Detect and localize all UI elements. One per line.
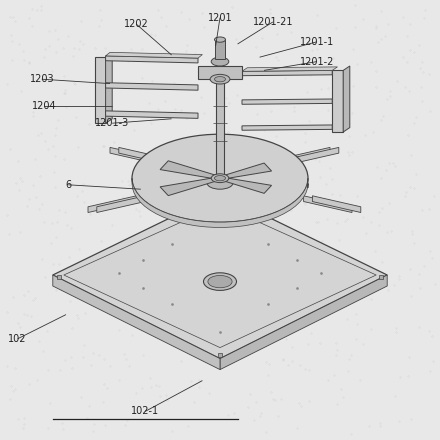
Polygon shape <box>110 147 158 164</box>
Polygon shape <box>106 52 202 58</box>
FancyBboxPatch shape <box>198 66 242 79</box>
Text: 1204: 1204 <box>32 101 56 110</box>
Polygon shape <box>216 79 224 180</box>
Text: 1201-21: 1201-21 <box>253 17 293 27</box>
Ellipse shape <box>215 37 226 42</box>
Polygon shape <box>332 70 343 132</box>
Polygon shape <box>304 196 352 213</box>
Polygon shape <box>219 177 271 193</box>
Polygon shape <box>53 275 220 370</box>
Polygon shape <box>215 40 225 59</box>
Polygon shape <box>106 56 198 63</box>
Text: 6: 6 <box>65 180 71 190</box>
Polygon shape <box>97 196 145 213</box>
Polygon shape <box>343 66 350 132</box>
Polygon shape <box>282 147 330 164</box>
Text: 1203: 1203 <box>29 74 54 84</box>
Ellipse shape <box>204 273 237 290</box>
Polygon shape <box>95 57 106 123</box>
Polygon shape <box>312 196 361 213</box>
Polygon shape <box>224 71 240 81</box>
Polygon shape <box>290 147 339 164</box>
Polygon shape <box>219 163 271 180</box>
Text: 102-1: 102-1 <box>131 407 159 416</box>
Polygon shape <box>242 67 337 71</box>
Polygon shape <box>160 161 221 180</box>
Polygon shape <box>242 99 332 104</box>
Polygon shape <box>242 70 332 76</box>
Polygon shape <box>106 111 198 118</box>
Polygon shape <box>106 83 198 90</box>
Text: 1201-2: 1201-2 <box>300 57 334 66</box>
Ellipse shape <box>208 275 232 288</box>
Ellipse shape <box>215 176 226 181</box>
Polygon shape <box>106 53 112 123</box>
Text: 102: 102 <box>8 334 27 344</box>
Text: 1202: 1202 <box>124 19 149 29</box>
Polygon shape <box>132 178 308 227</box>
Text: 1201: 1201 <box>208 13 232 22</box>
Polygon shape <box>220 275 387 370</box>
Ellipse shape <box>215 77 226 82</box>
Polygon shape <box>119 147 167 164</box>
Ellipse shape <box>210 74 230 84</box>
Ellipse shape <box>207 176 233 189</box>
Ellipse shape <box>211 174 229 183</box>
Ellipse shape <box>211 57 229 66</box>
Text: 1201-1: 1201-1 <box>300 37 334 47</box>
Polygon shape <box>242 125 332 130</box>
Polygon shape <box>88 196 136 213</box>
Polygon shape <box>200 70 216 81</box>
Polygon shape <box>53 194 387 359</box>
Ellipse shape <box>132 134 308 222</box>
Polygon shape <box>160 177 221 196</box>
Text: 1201-3: 1201-3 <box>95 118 129 128</box>
